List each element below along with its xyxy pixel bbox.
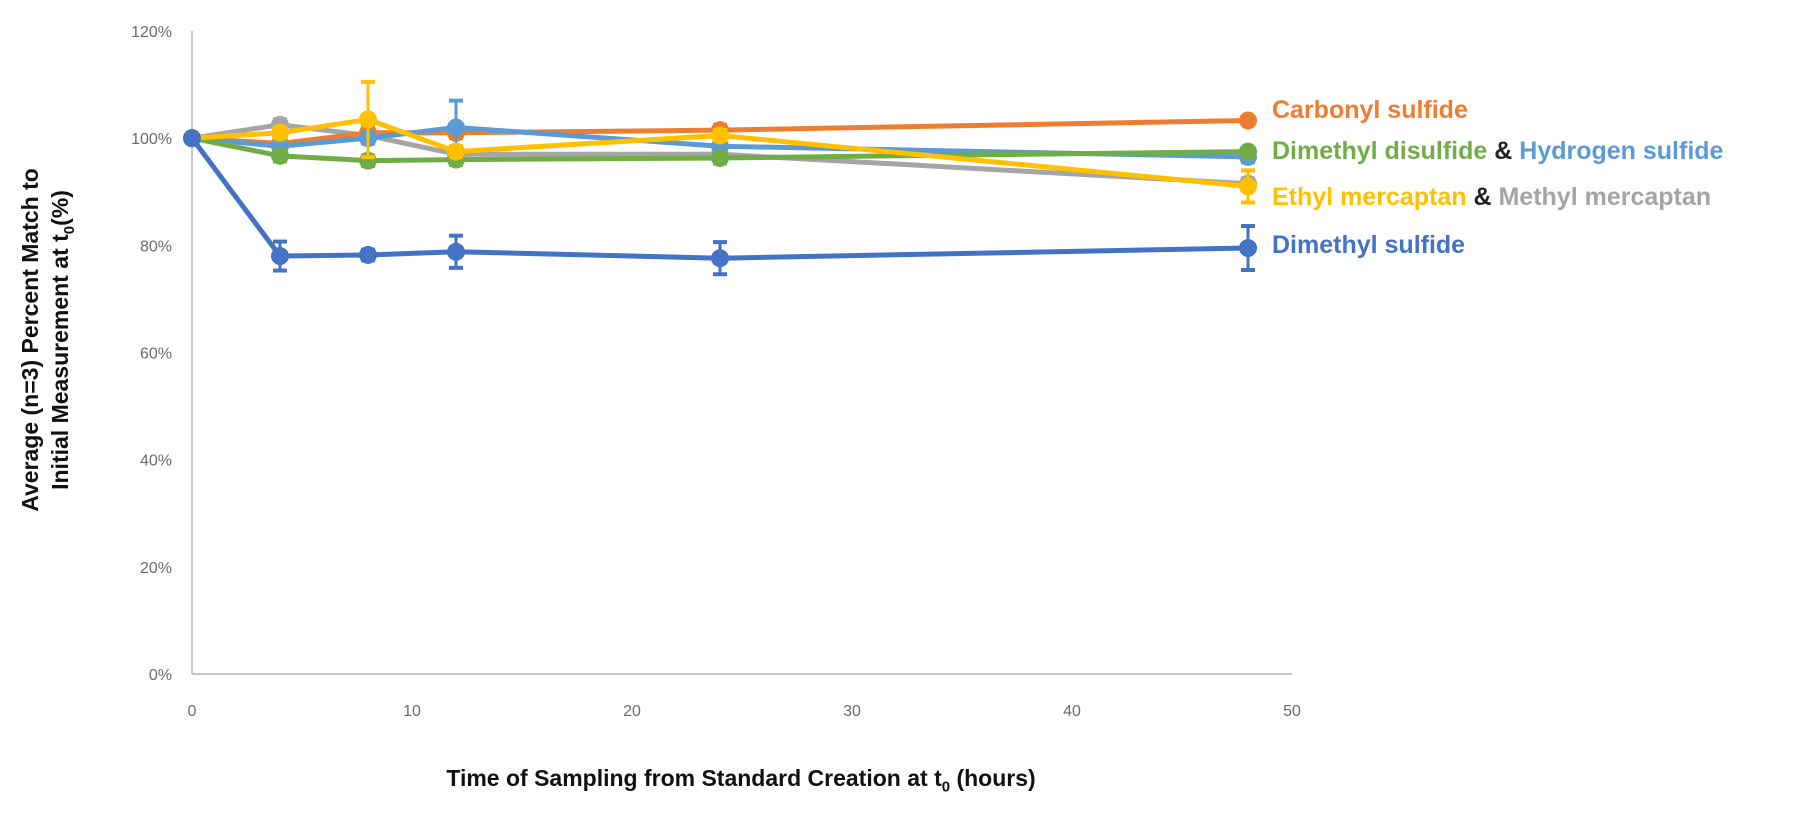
y-axis-title-line1: Average (n=3) Percent Match to <box>17 168 44 512</box>
legend-entry: Carbonyl sulfide <box>1272 96 1468 125</box>
series-dimethyl-disulfide <box>183 129 1257 170</box>
y-axis-title-line2: Initial Measurement at t0(%) <box>47 190 78 490</box>
legend-label: Dimethyl disulfide <box>1272 137 1488 165</box>
data-point <box>447 118 465 137</box>
legend-label: Dimethyl sulfide <box>1272 231 1466 259</box>
data-point <box>711 249 729 268</box>
data-point <box>1239 177 1257 196</box>
y-tick-label: 100% <box>131 131 172 148</box>
x-tick-label: 50 <box>1283 703 1301 720</box>
data-point <box>183 129 201 148</box>
series-line-dimethyl-disulfide <box>191 135 1249 164</box>
legend-label: Methyl mercaptan <box>1498 183 1712 211</box>
data-point <box>1239 239 1257 258</box>
data-point <box>711 126 729 145</box>
series-line-dimethyl-sulfide <box>189 136 1249 261</box>
legend-label: Carbonyl sulfide <box>1272 96 1468 124</box>
x-tick-label: 40 <box>1063 703 1081 720</box>
data-point <box>359 110 377 129</box>
legend-entry: Dimethyl sulfide <box>1272 231 1465 260</box>
y-tick-label: 120% <box>131 24 172 41</box>
y-tick-label: 0% <box>149 667 172 684</box>
x-tick-label: 30 <box>843 703 861 720</box>
y-tick-label: 60% <box>140 346 172 363</box>
data-point <box>271 123 289 142</box>
legend-label: Hydrogen sulfide <box>1519 137 1724 165</box>
y-tick-label: 40% <box>140 453 172 470</box>
data-point <box>711 148 729 167</box>
series-line-hydrogen-sulfide <box>191 124 1249 160</box>
legend-label: Ethyl mercaptan <box>1272 183 1467 211</box>
y-tick-label: 80% <box>140 238 172 255</box>
data-point <box>271 247 289 266</box>
x-tick-label: 10 <box>403 703 421 720</box>
legend-entry: Ethyl mercaptan & Methyl mercaptan <box>1272 183 1711 212</box>
y-tick-label: 20% <box>140 560 172 577</box>
data-point <box>1239 111 1257 130</box>
legend-entry: Dimethyl disulfide & Hydrogen sulfide <box>1272 137 1723 166</box>
data-point <box>1239 142 1257 161</box>
x-axis-title: Time of Sampling from Standard Creation … <box>446 765 1036 796</box>
series-dimethyl-sulfide <box>183 129 1257 277</box>
data-point <box>447 142 465 161</box>
x-tick-label: 20 <box>623 703 641 720</box>
series-line-ethyl-mercaptan <box>191 116 1249 189</box>
legend-label: & <box>1487 137 1520 165</box>
data-point <box>359 245 377 264</box>
series-ethyl-mercaptan <box>183 79 1257 205</box>
data-point <box>271 146 289 165</box>
legend-label: & <box>1466 183 1499 211</box>
x-tick-label: 0 <box>188 703 197 720</box>
y-axis-title: Average (n=3) Percent Match to Initial M… <box>15 168 85 512</box>
data-point <box>447 242 465 261</box>
